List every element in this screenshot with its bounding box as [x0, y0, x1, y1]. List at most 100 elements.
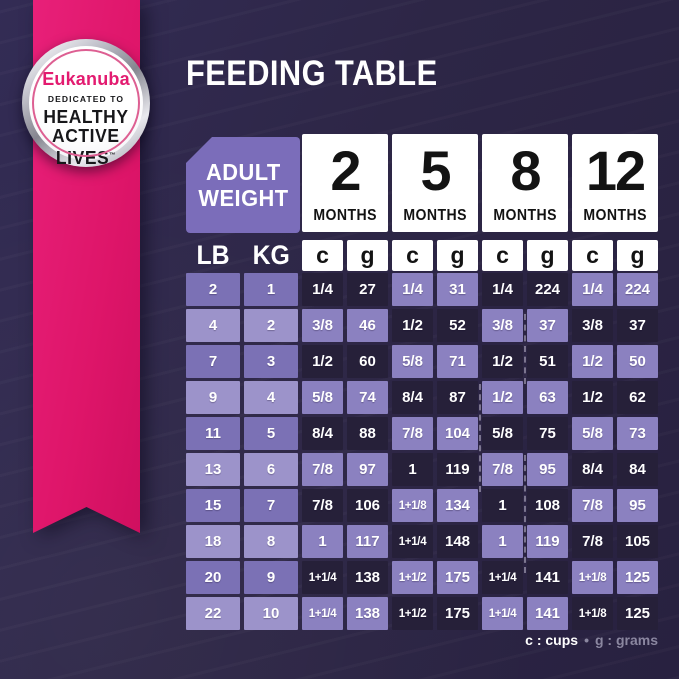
serving-cell: 105 — [617, 525, 658, 558]
serving-cell: 50 — [617, 345, 658, 378]
serving-cell: 37 — [527, 309, 568, 342]
serving-cell: 5/8 — [392, 345, 433, 378]
trademark-symbol: ™ — [109, 152, 116, 159]
serving-cell: 3/8 — [572, 309, 613, 342]
age-column-card: 2 MONTHS — [302, 134, 388, 232]
lb-cell: 11 — [186, 417, 240, 450]
adult-weight-line: WEIGHT — [197, 185, 289, 211]
serving-cell: 1/2 — [572, 381, 613, 414]
serving-cell: 1/2 — [302, 345, 343, 378]
lb-cell: 9 — [186, 381, 240, 414]
serving-cell: 1/2 — [392, 309, 433, 342]
eukanuba-badge: Eukanuba DEDICATED TO HEALTHY ACTIVE LIV… — [22, 39, 150, 168]
age-number: 5 — [420, 138, 451, 202]
unit-header-card: g — [437, 240, 478, 271]
serving-cell: 141 — [527, 597, 568, 630]
serving-cell: 1 — [482, 489, 523, 522]
unit-header-card: g — [347, 240, 388, 271]
units-legend: c : cups • g : grams — [525, 632, 658, 648]
lb-label: LB — [196, 240, 230, 270]
serving-cell: 1 — [392, 453, 433, 486]
serving-cell: 8/4 — [302, 417, 343, 450]
kg-cell: 5 — [244, 417, 298, 450]
serving-cell: 62 — [617, 381, 658, 414]
serving-cell: 37 — [617, 309, 658, 342]
adult-weight-line: ADULT — [205, 159, 281, 185]
legend-cups: c : cups — [525, 632, 579, 648]
serving-cell: 8/4 — [392, 381, 433, 414]
lb-cell: 7 — [186, 345, 240, 378]
unit-header-card: c — [392, 240, 433, 271]
serving-cell: 95 — [527, 453, 568, 486]
kg-cell: 6 — [244, 453, 298, 486]
lb-cell: 2 — [186, 273, 240, 306]
serving-cell: 3/8 — [482, 309, 523, 342]
serving-cell: 224 — [527, 273, 568, 306]
age-column-card: 12 MONTHS — [572, 134, 658, 232]
kg-cell: 8 — [244, 525, 298, 558]
serving-cell: 1 — [302, 525, 343, 558]
serving-cell: 52 — [437, 309, 478, 342]
serving-cell: 1+1/8 — [572, 561, 613, 594]
serving-cell: 224 — [617, 273, 658, 306]
age-header-row: 2 MONTHS 5 MONTHS 8 MONTHS 12 MONTHS — [302, 134, 658, 232]
serving-cell: 88 — [347, 417, 388, 450]
serving-cell: 63 — [527, 381, 568, 414]
serving-cell: 106 — [347, 489, 388, 522]
serving-cell: 1+1/4 — [302, 561, 343, 594]
serving-cell: 27 — [347, 273, 388, 306]
serving-cell: 1/4 — [572, 273, 613, 306]
age-column-card: 5 MONTHS — [392, 134, 478, 232]
age-months-label: MONTHS — [313, 207, 377, 224]
serving-cell: 7/8 — [572, 525, 613, 558]
serving-cell: 71 — [437, 345, 478, 378]
serving-cell: 1+1/4 — [302, 597, 343, 630]
serving-cell: 51 — [527, 345, 568, 378]
serving-cell: 1+1/2 — [392, 561, 433, 594]
kg-column-header: KG — [244, 240, 298, 271]
serving-cell: 7/8 — [572, 489, 613, 522]
page-title: FEEDING TABLE — [186, 54, 438, 93]
serving-cell: 7/8 — [302, 453, 343, 486]
serving-cell: 175 — [437, 561, 478, 594]
legend-separator-dot: • — [584, 632, 589, 648]
serving-cell: 1+1/8 — [572, 597, 613, 630]
serving-cell: 5/8 — [302, 381, 343, 414]
serving-cell: 60 — [347, 345, 388, 378]
serving-cell: 117 — [347, 525, 388, 558]
serving-cell: 1+1/4 — [482, 597, 523, 630]
badge-slogan-line: HEALTHY — [43, 107, 129, 127]
age-number: 12 — [585, 138, 646, 202]
lb-cell: 20 — [186, 561, 240, 594]
badge-slogan-lives: LIVES — [56, 148, 110, 168]
serving-cell: 95 — [617, 489, 658, 522]
serving-cell: 97 — [347, 453, 388, 486]
serving-cell: 138 — [347, 597, 388, 630]
unit-header-card: c — [482, 240, 523, 271]
age-months-label: MONTHS — [493, 207, 557, 224]
serving-cell: 1+1/2 — [392, 597, 433, 630]
serving-cell: 141 — [527, 561, 568, 594]
serving-cell: 1/4 — [392, 273, 433, 306]
serving-cell: 73 — [617, 417, 658, 450]
serving-cell: 108 — [527, 489, 568, 522]
serving-cell: 1 — [482, 525, 523, 558]
serving-cell: 1/2 — [572, 345, 613, 378]
serving-cell: 148 — [437, 525, 478, 558]
serving-cell: 125 — [617, 597, 658, 630]
age-column-card: 8 MONTHS — [482, 134, 568, 232]
serving-cell: 87 — [437, 381, 478, 414]
serving-cell: 74 — [347, 381, 388, 414]
serving-cell: 175 — [437, 597, 478, 630]
serving-cell: 75 — [527, 417, 568, 450]
legend-grams: g : grams — [594, 632, 658, 648]
serving-cell: 138 — [347, 561, 388, 594]
unit-header-card: c — [572, 240, 613, 271]
kg-cell: 10 — [244, 597, 298, 630]
badge-slogan-line: ACTIVE — [52, 126, 120, 146]
age-number: 2 — [330, 138, 361, 202]
serving-cell: 7/8 — [392, 417, 433, 450]
lb-cell: 4 — [186, 309, 240, 342]
feeding-data-grid: 2 1 1/4 27 1/4 31 1/4 224 1/4 224 4 2 3/8 46 1/2 52 3/8 3… — [186, 273, 658, 630]
